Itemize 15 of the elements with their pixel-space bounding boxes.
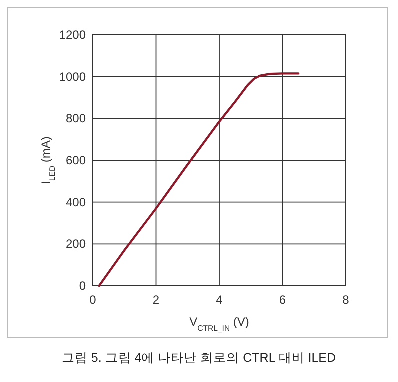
y-tick-label: 600 xyxy=(66,154,86,168)
caption: 그림 5. 그림 4에 나타난 회로의 CTRL 대비 ILED xyxy=(62,351,336,365)
x-tick-label: 2 xyxy=(152,293,160,307)
x-tick-label: 6 xyxy=(279,293,286,307)
x-axis-title: V$_{CTRL_IN}$ (V) xyxy=(190,315,250,332)
y-tick-label: 400 xyxy=(66,195,86,210)
y-tick-label: 800 xyxy=(66,112,86,126)
x-tick-label: 8 xyxy=(342,293,350,307)
y-tick-label: 1200 xyxy=(59,28,86,42)
x-tick-label: 0 xyxy=(90,293,97,307)
line-series xyxy=(98,72,300,288)
y-tick-label: 0 xyxy=(79,279,86,293)
x-tick-label: 4 xyxy=(216,293,224,307)
y-tick-label: 200 xyxy=(66,237,86,252)
y-tick-label: 1000 xyxy=(59,70,86,84)
